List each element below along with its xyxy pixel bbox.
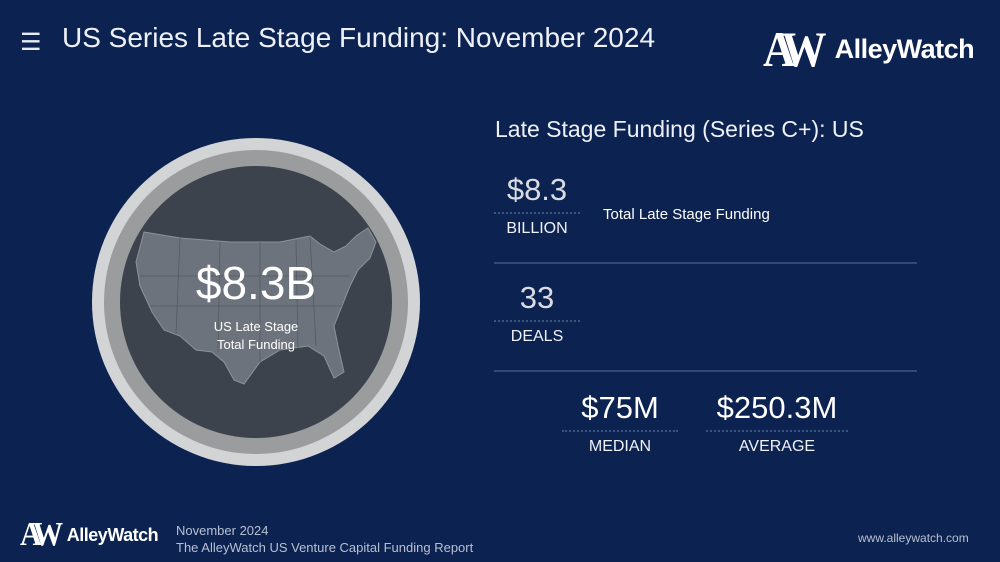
divider [494, 262, 917, 264]
dotted-divider [494, 320, 580, 322]
stat-value: 33 [519, 280, 555, 315]
footer-text: November 2024 The AlleyWatch US Venture … [176, 522, 473, 556]
page-title: US Series Late Stage Funding: November 2… [62, 22, 656, 53]
stat-median: $75M MEDIAN [562, 390, 678, 456]
stat-unit: MEDIAN [588, 438, 652, 455]
stat-unit: DEALS [510, 328, 564, 345]
footer-report: The AlleyWatch US Venture Capital Fundin… [176, 540, 474, 555]
total-funding-value: $8.3B [195, 257, 317, 309]
total-funding-label: US Late Stage Total Funding [120, 318, 392, 354]
stat-description: Total Late Stage Funding [603, 206, 770, 223]
section-title: Late Stage Funding (Series C+): US [495, 116, 864, 142]
stat-value: $8.3 [506, 172, 568, 207]
stat-total: $8.3 BILLION [494, 172, 580, 238]
dotted-divider [706, 430, 848, 432]
stat-value: $75M [581, 390, 659, 425]
dotted-divider [494, 212, 580, 214]
alleywatch-logo: AW AlleyWatch [760, 21, 975, 77]
hamburger-menu-icon[interactable]: ☰ [20, 29, 42, 56]
footer-date: November 2024 [176, 523, 269, 538]
website-link[interactable]: www.alleywatch.com [858, 531, 969, 545]
aw-logo-mark: AW [20, 516, 63, 553]
divider [494, 370, 917, 372]
footer-logo: AW AlleyWatch [18, 516, 159, 553]
stat-unit: AVERAGE [738, 438, 816, 455]
stat-deals: 33 DEALS [494, 280, 580, 346]
logo-text: AlleyWatch [66, 524, 159, 545]
logo-text: AlleyWatch [834, 33, 975, 64]
stat-unit: BILLION [506, 220, 568, 237]
label-line-2: Total Funding [216, 337, 296, 352]
stat-value: $250.3M [716, 390, 838, 425]
stat-average: $250.3M AVERAGE [706, 390, 848, 456]
aw-logo-mark: AW [763, 21, 826, 77]
label-line-1: US Late Stage [213, 319, 299, 334]
us-map-icon [135, 227, 377, 385]
dotted-divider [562, 430, 678, 432]
